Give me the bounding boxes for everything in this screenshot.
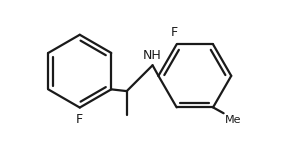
- Text: NH: NH: [143, 49, 162, 62]
- Text: F: F: [76, 113, 83, 126]
- Text: F: F: [171, 26, 178, 39]
- Text: Me: Me: [225, 115, 241, 125]
